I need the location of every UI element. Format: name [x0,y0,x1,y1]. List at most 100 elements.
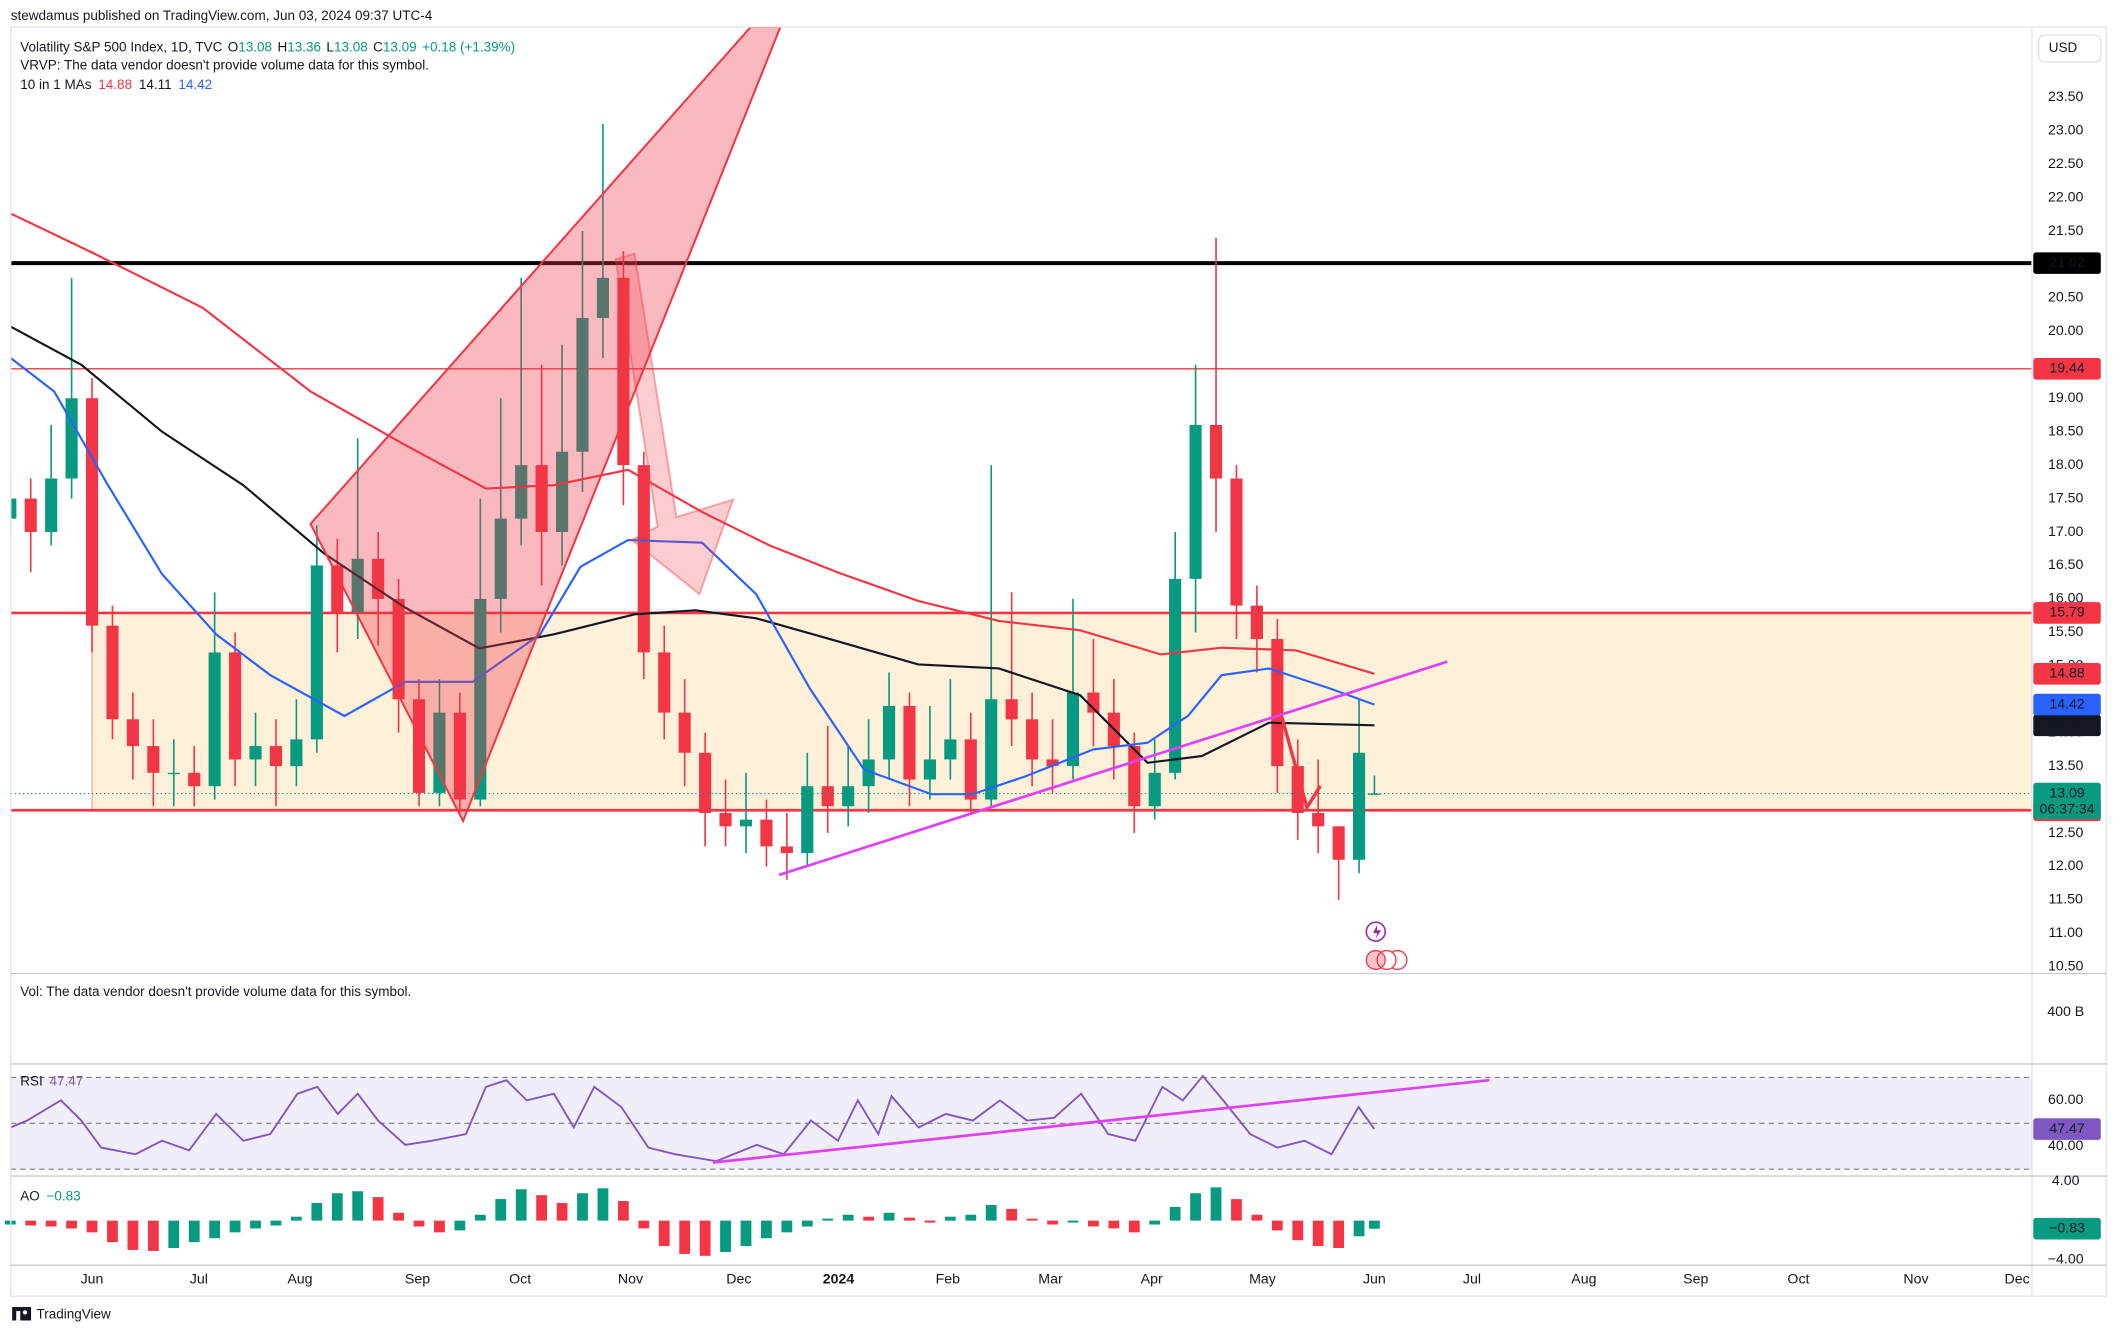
border [10,26,2107,1297]
ao-bar [474,1214,486,1221]
candle-body [944,739,957,760]
legend-title: Volatility S&P 500 Index, 1D, TVC [20,39,222,54]
y-tick-label: 22.00 [2048,189,2084,205]
ao-bar [66,1220,77,1229]
ao-bar [1231,1199,1242,1221]
candle-body [392,598,405,700]
rsi-line [10,1074,1376,1163]
candle-body [1066,692,1080,767]
ao-bar [781,1220,793,1233]
candle-body [229,652,242,760]
level-layer [10,261,2032,812]
event-icon[interactable] [1376,949,1397,971]
ao-bar [331,1193,343,1221]
ao-bar [1312,1220,1324,1247]
ao-bar [495,1199,507,1221]
x-tick-label: Sep [1683,1272,1708,1288]
x-tick-label: Jun [1363,1272,1386,1288]
ao-bar [311,1202,323,1221]
y-tick-label: 17.50 [2048,490,2084,506]
ao-bar [1026,1218,1038,1221]
ao-bar [1006,1208,1018,1221]
ao-bar [556,1202,568,1221]
y-tick-label: 400 B [2047,1004,2084,1020]
candle-body [269,746,283,767]
price-label: 14.88 [2049,666,2085,682]
legend-ohlc-key: L [326,39,334,54]
candle-body [45,478,58,533]
candle-body [1291,766,1304,813]
price-label: 13.09 [2049,785,2085,801]
x-tick-label: Jul [1463,1272,1481,1288]
arrow-drawing-small [1274,694,1322,812]
x-tick-label: Sep [405,1272,430,1288]
candle-body [882,705,896,760]
candle-body [821,786,834,807]
ao-bar [965,1214,977,1221]
logo-mark [12,1306,32,1321]
candle-body [862,759,875,787]
price-label: 19.44 [2049,361,2085,377]
legend-ohlc-key: C [373,39,383,54]
legend-ohlc-value: 13.08 [238,39,272,54]
price-label-box [2033,693,2101,716]
candle-body [739,819,753,827]
legend-ohlc-key: H [277,39,287,54]
candle-body [10,498,17,519]
legend-ma-value: 14.11 [139,77,172,92]
ao-bar [127,1220,139,1250]
event-icons [1365,921,1408,971]
currency-button[interactable] [2038,34,2102,63]
candle-body [617,277,630,466]
ao-bar [924,1220,936,1223]
ao-bar [577,1193,588,1221]
legend-ma-value: 14.88 [98,77,132,92]
y-tick-label: 18.00 [2048,457,2084,473]
price-label-box [2033,782,2101,820]
y-tick-label: 18.50 [2048,423,2084,439]
candle-body [1230,478,1243,606]
ao-bar [597,1188,609,1221]
candle-body [24,498,37,533]
x-tick-label: Jul [190,1272,208,1288]
ao-bar [761,1220,772,1239]
ao-bar [1128,1220,1140,1233]
x-tick-label: Aug [287,1272,312,1288]
ao-bar [515,1189,527,1221]
ao-bar [863,1216,875,1221]
event-icon[interactable] [1365,949,1386,971]
candle-body [658,652,671,713]
logo-mark [16,1311,21,1321]
candle-body [903,705,916,780]
ao-legend-title: AO [20,1188,40,1203]
y-tick-label: 40.00 [2048,1138,2084,1154]
ao-bar [1251,1214,1263,1221]
ao-bar [372,1197,384,1221]
price-label: 14.42 [2049,696,2085,712]
ao-bar [25,1220,37,1226]
ao-bar [944,1216,956,1221]
candle-body [801,786,814,854]
x-tick-label: Feb [936,1272,961,1288]
trend-line [778,660,1448,877]
currency-label: USD [2049,40,2078,55]
legend-change: +0.18 (+1.39%) [422,39,515,54]
x-tick-label: Aug [1571,1272,1596,1288]
candle-body [780,846,793,854]
price-label-box [2033,358,2101,380]
footer-logo [12,1306,32,1321]
ao-bar [188,1220,200,1243]
x-tick-label: Dec [726,1272,751,1288]
legend-main: Volatility S&P 500 Index, 1D, TVC O13.08 H… [20,39,515,54]
ao-bar [107,1220,118,1243]
ao-label-box [2033,1217,2101,1240]
moving-average [10,212,1375,675]
candle-body [331,565,344,613]
countdown-label: 06:37:34 [2039,802,2094,818]
candle-body [310,565,323,740]
ao-bar [352,1191,364,1221]
ao-bar [883,1212,895,1221]
ao-bar [270,1220,282,1226]
footer: TradingView [36,1307,111,1322]
